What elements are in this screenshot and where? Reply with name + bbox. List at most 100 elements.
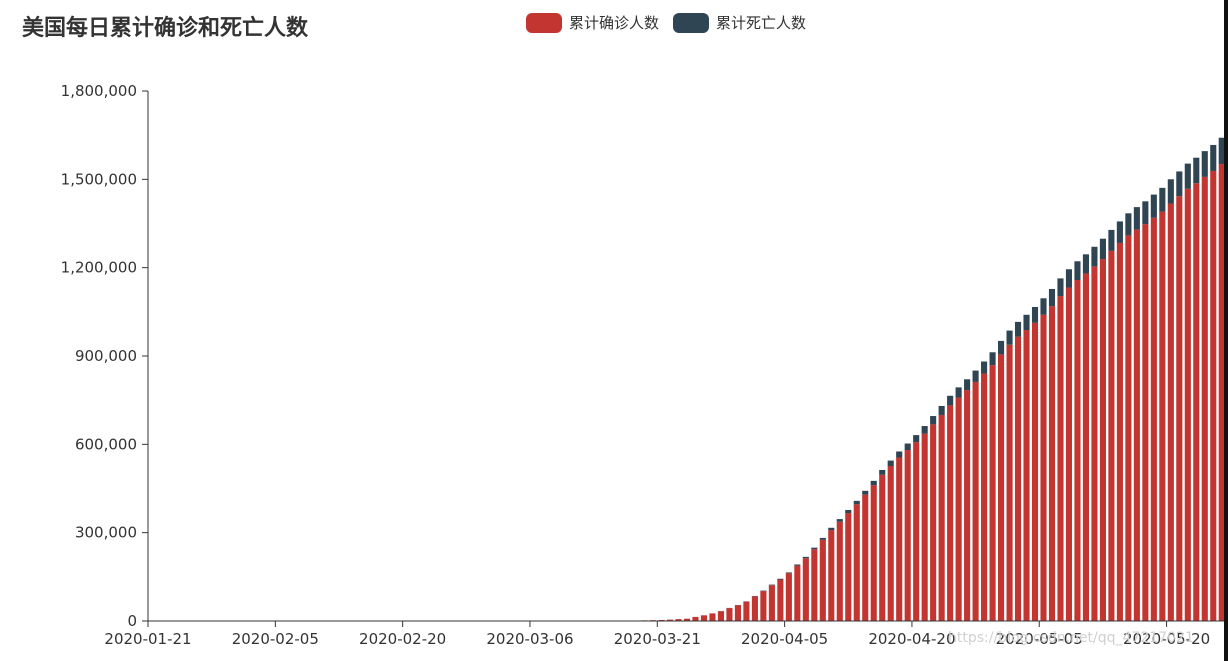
bar-deaths[interactable]: [1057, 278, 1064, 297]
bar-deaths[interactable]: [1133, 207, 1140, 230]
bar-confirmed[interactable]: [751, 596, 758, 621]
bar-confirmed[interactable]: [862, 494, 869, 621]
bar-deaths[interactable]: [1210, 144, 1217, 171]
bar-deaths[interactable]: [1125, 213, 1132, 236]
bar-deaths[interactable]: [811, 547, 818, 550]
bar-confirmed[interactable]: [1040, 314, 1047, 621]
bar-confirmed[interactable]: [1176, 196, 1183, 622]
bar-confirmed[interactable]: [1184, 188, 1191, 621]
bar-confirmed[interactable]: [955, 397, 962, 621]
bar-confirmed[interactable]: [938, 414, 945, 621]
bar-deaths[interactable]: [1023, 314, 1030, 331]
bar-confirmed[interactable]: [879, 474, 886, 621]
bar-confirmed[interactable]: [845, 513, 852, 621]
bar-deaths[interactable]: [1031, 306, 1039, 323]
bar-confirmed[interactable]: [1074, 280, 1081, 621]
bar-confirmed[interactable]: [811, 549, 818, 621]
bar-confirmed[interactable]: [1091, 266, 1098, 621]
bar-deaths[interactable]: [836, 519, 843, 522]
bar-confirmed[interactable]: [1116, 242, 1123, 621]
bar-confirmed[interactable]: [964, 390, 971, 621]
bar-confirmed[interactable]: [981, 373, 988, 621]
bar-confirmed[interactable]: [853, 504, 860, 621]
bar-confirmed[interactable]: [1201, 176, 1208, 621]
bar-confirmed[interactable]: [972, 381, 979, 621]
bar-deaths[interactable]: [1040, 298, 1047, 315]
bar-deaths[interactable]: [1014, 321, 1022, 337]
bar-deaths[interactable]: [794, 564, 801, 566]
bar-confirmed[interactable]: [1108, 250, 1115, 621]
bar-deaths[interactable]: [879, 469, 886, 475]
bar-deaths[interactable]: [1082, 254, 1089, 274]
bar-deaths[interactable]: [828, 527, 835, 531]
bar-confirmed[interactable]: [658, 619, 665, 621]
bar-deaths[interactable]: [1184, 163, 1191, 189]
bar-confirmed[interactable]: [785, 573, 792, 621]
bar-deaths[interactable]: [1193, 157, 1200, 184]
bar-deaths[interactable]: [904, 443, 911, 451]
bar-confirmed[interactable]: [819, 539, 826, 621]
bar-confirmed[interactable]: [1065, 287, 1073, 621]
bar-deaths[interactable]: [1065, 269, 1073, 288]
bar-deaths[interactable]: [785, 572, 792, 574]
bar-deaths[interactable]: [887, 460, 894, 467]
bar-confirmed[interactable]: [760, 591, 767, 621]
bar-deaths[interactable]: [921, 426, 928, 434]
bar-deaths[interactable]: [947, 395, 954, 406]
bar-deaths[interactable]: [845, 509, 852, 514]
bar-confirmed[interactable]: [1218, 164, 1225, 621]
bar-confirmed[interactable]: [1057, 296, 1064, 621]
bar-confirmed[interactable]: [870, 485, 877, 621]
bar-deaths[interactable]: [819, 537, 826, 540]
bar-deaths[interactable]: [1159, 187, 1166, 212]
bar-confirmed[interactable]: [1142, 224, 1149, 621]
bar-confirmed[interactable]: [1167, 203, 1174, 622]
bar-deaths[interactable]: [1218, 137, 1225, 165]
bar-confirmed[interactable]: [1006, 344, 1013, 621]
bar-confirmed[interactable]: [828, 530, 835, 621]
bar-deaths[interactable]: [802, 556, 809, 559]
bar-confirmed[interactable]: [717, 611, 725, 621]
bar-confirmed[interactable]: [700, 615, 708, 621]
bar-deaths[interactable]: [768, 584, 775, 586]
bar-confirmed[interactable]: [794, 565, 801, 621]
bar-deaths[interactable]: [1108, 229, 1115, 251]
bar-deaths[interactable]: [1006, 330, 1013, 345]
bar-deaths[interactable]: [1176, 171, 1183, 197]
bar-deaths[interactable]: [853, 500, 860, 505]
bar-confirmed[interactable]: [1125, 235, 1132, 621]
bar-deaths[interactable]: [1074, 261, 1081, 281]
bar-confirmed[interactable]: [1099, 259, 1106, 621]
bar-confirmed[interactable]: [1193, 183, 1200, 622]
bar-deaths[interactable]: [1116, 221, 1123, 243]
bar-confirmed[interactable]: [666, 619, 674, 621]
bar-deaths[interactable]: [1099, 238, 1106, 260]
bar-confirmed[interactable]: [1150, 217, 1157, 622]
bar-confirmed[interactable]: [1159, 211, 1166, 621]
bar-confirmed[interactable]: [692, 616, 699, 621]
bar-confirmed[interactable]: [896, 457, 903, 621]
bar-deaths[interactable]: [981, 361, 988, 374]
bar-confirmed[interactable]: [734, 605, 741, 621]
bar-deaths[interactable]: [972, 370, 979, 382]
legend-item-confirmed[interactable]: 累计确诊人数: [526, 12, 659, 33]
bar-deaths[interactable]: [989, 352, 996, 366]
bar-confirmed[interactable]: [777, 579, 784, 621]
bar-confirmed[interactable]: [904, 450, 911, 621]
bar-confirmed[interactable]: [726, 608, 733, 621]
bar-deaths[interactable]: [930, 416, 937, 425]
bar-confirmed[interactable]: [709, 613, 716, 621]
legend-item-deaths[interactable]: 累计死亡人数: [673, 12, 806, 33]
bar-confirmed[interactable]: [675, 619, 682, 621]
bar-deaths[interactable]: [1201, 151, 1208, 177]
bar-deaths[interactable]: [1142, 201, 1149, 225]
bar-deaths[interactable]: [896, 451, 903, 458]
bar-deaths[interactable]: [1167, 179, 1174, 204]
bar-deaths[interactable]: [870, 480, 877, 486]
bar-confirmed[interactable]: [913, 442, 920, 621]
bar-deaths[interactable]: [862, 490, 869, 495]
bar-confirmed[interactable]: [947, 405, 954, 621]
bar-confirmed[interactable]: [1031, 322, 1039, 621]
bar-confirmed[interactable]: [989, 365, 996, 621]
bar-confirmed[interactable]: [836, 521, 843, 621]
